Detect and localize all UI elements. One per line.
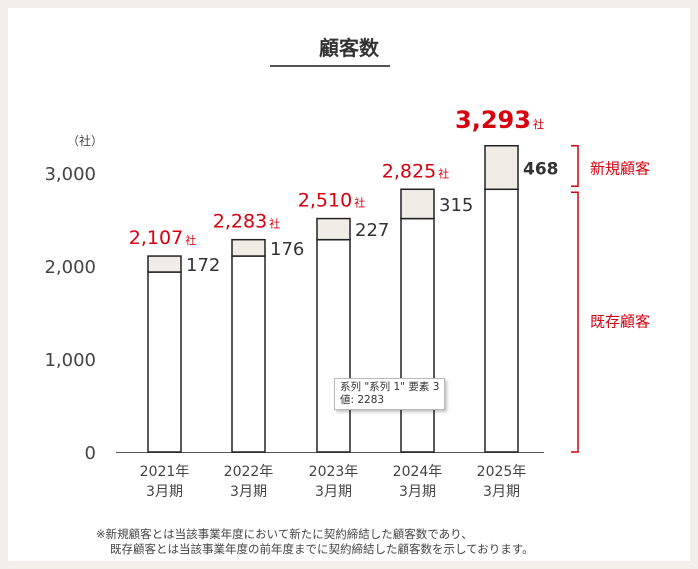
bracket-existing [571, 191, 579, 453]
bracket-new [571, 145, 579, 188]
total-unit: 社 [438, 166, 449, 180]
bar-existing [400, 217, 435, 453]
tooltip-line-series: 系列 "系列 1" 要素 3 [340, 381, 440, 393]
legend-existing: 既存顧客 [590, 313, 650, 331]
data-label-new: 227 [355, 220, 389, 241]
data-label-new: 315 [439, 195, 473, 216]
title-underline [270, 65, 390, 67]
total-value: 2,510 [298, 190, 352, 212]
footnote-line-2: 既存顧客とは当該事業年度の前年度までに契約締結した顧客数を示しております。 [110, 542, 534, 556]
total-value: 2,107 [129, 227, 183, 249]
y-tick-label: 3,000 [44, 164, 96, 185]
x-tick-label-year: 2023年 [309, 464, 359, 480]
x-tick-label-period: 3月期 [230, 484, 267, 500]
total-label: 2,107 社 [129, 227, 196, 249]
bar-new [231, 238, 266, 257]
x-tick-label-year: 2022年 [224, 464, 274, 480]
y-axis-unit: （社） [67, 133, 103, 148]
total-unit: 社 [269, 217, 280, 231]
total-label: 3,293 社 [455, 106, 544, 134]
x-tick-label-period: 3月期 [146, 484, 183, 500]
total-value: 2,825 [382, 160, 436, 182]
legend-new: 新規顧客 [590, 160, 650, 178]
total-label: 2,283 社 [213, 211, 280, 233]
bar-new [147, 255, 182, 273]
y-tick-label: 0 [85, 443, 96, 464]
total-unit: 社 [533, 117, 544, 131]
total-value: 2,283 [213, 211, 267, 233]
total-unit: 社 [354, 196, 365, 210]
total-label: 2,825 社 [382, 160, 449, 182]
y-tick-label: 1,000 [44, 350, 96, 371]
total-value: 3,293 [455, 106, 531, 134]
x-tick-label-year: 2024年 [393, 464, 443, 480]
x-tick-label-period: 3月期 [399, 484, 436, 500]
bar-tooltip: 系列 "系列 1" 要素 3 値: 2283 [334, 378, 446, 410]
x-tick-label-period: 3月期 [315, 484, 352, 500]
data-label-new: 172 [186, 255, 220, 276]
bar-new [484, 145, 519, 191]
data-label-new: 468 [523, 160, 559, 180]
chart-title: 顧客数 [319, 36, 379, 60]
bar-new [316, 217, 351, 241]
chart-card: 顧客数 （社） 0 1,000 2,000 3,000 172 2,107 社 2021年 3月期… [8, 8, 690, 561]
x-tick-label-year: 2025年 [477, 464, 527, 480]
bar-existing [484, 188, 519, 453]
footnote: ※新規顧客とは当該事業年度において新たに契約締結した顧客数であり、 既存顧客とは… [96, 527, 534, 557]
x-tick-label-period: 3月期 [483, 484, 520, 500]
x-tick-label-year: 2021年 [140, 464, 190, 480]
bar-existing [147, 271, 182, 453]
bar-existing [316, 238, 351, 453]
footnote-line-1: ※新規顧客とは当該事業年度において新たに契約締結した顧客数であり、 [96, 527, 473, 541]
total-label: 2,510 社 [298, 190, 365, 212]
bar-new [400, 188, 435, 220]
data-label-new: 176 [270, 239, 304, 260]
bar-existing [231, 255, 266, 453]
y-tick-label: 2,000 [44, 257, 96, 278]
tooltip-line-value: 値: 2283 [340, 394, 385, 406]
total-unit: 社 [185, 233, 196, 247]
